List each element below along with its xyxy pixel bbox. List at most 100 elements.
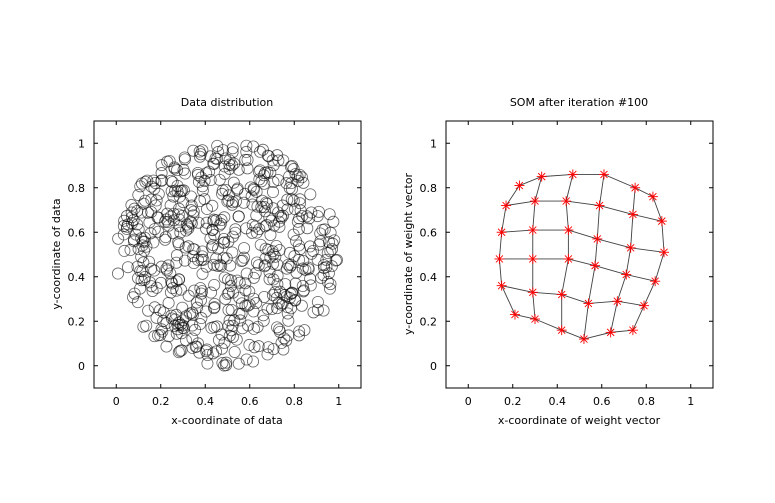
- data-point: [277, 154, 290, 167]
- plot-area-right: [445, 120, 714, 389]
- data-point: [320, 260, 333, 273]
- som-neuron: [496, 227, 507, 238]
- data-point: [218, 167, 231, 180]
- data-point: [266, 289, 279, 302]
- data-point: [281, 301, 294, 314]
- data-point: [157, 306, 170, 319]
- som-neuron: [639, 300, 650, 311]
- som-column-line: [632, 196, 665, 331]
- data-point: [155, 323, 168, 336]
- data-point: [266, 303, 279, 316]
- data-point: [317, 269, 330, 282]
- som-neuron: [556, 289, 567, 300]
- data-point: [207, 302, 220, 315]
- data-point: [238, 242, 251, 255]
- data-point: [228, 345, 241, 358]
- data-point: [194, 318, 207, 331]
- data-point: [226, 286, 239, 299]
- data-point: [312, 205, 325, 218]
- data-point: [235, 255, 248, 268]
- data-point: [222, 286, 235, 299]
- data-point: [254, 145, 267, 158]
- som-neuron: [496, 280, 507, 291]
- som-row-line: [501, 285, 645, 307]
- data-point: [174, 344, 187, 357]
- data-point: [227, 176, 240, 189]
- data-point: [196, 184, 209, 197]
- data-point: [267, 273, 280, 286]
- data-point: [134, 180, 147, 193]
- data-point: [253, 223, 266, 236]
- som-neuron: [563, 253, 574, 264]
- data-point: [220, 356, 233, 369]
- data-point: [145, 205, 158, 218]
- data-point: [185, 204, 198, 217]
- data-point: [264, 228, 277, 241]
- som-neuron: [656, 216, 667, 227]
- data-point: [307, 306, 320, 319]
- data-point: [200, 222, 213, 235]
- data-point: [189, 340, 202, 353]
- data-point: [172, 238, 185, 251]
- data-point: [240, 267, 253, 280]
- data-point: [200, 343, 213, 356]
- data-point: [311, 295, 324, 308]
- data-point: [292, 174, 305, 187]
- data-point: [269, 286, 282, 299]
- data-point: [201, 348, 214, 361]
- data-point: [247, 183, 260, 196]
- data-point: [192, 337, 205, 350]
- data-point: [218, 336, 231, 349]
- data-point: [217, 232, 230, 245]
- som-neuron: [509, 309, 520, 320]
- data-point: [272, 297, 285, 310]
- data-point: [293, 193, 306, 206]
- data-point: [166, 277, 179, 290]
- data-point: [314, 235, 327, 248]
- som-neuron: [501, 200, 512, 211]
- data-point: [117, 219, 130, 232]
- data-point: [162, 330, 175, 343]
- data-point: [206, 224, 219, 237]
- data-point: [135, 232, 148, 245]
- data-point: [222, 189, 235, 202]
- y-tick-label: 0: [430, 360, 437, 373]
- data-point: [232, 210, 245, 223]
- data-point: [232, 163, 245, 176]
- som-column-line: [583, 174, 605, 340]
- data-point: [176, 319, 189, 332]
- y-tick-label: 0.8: [420, 182, 438, 195]
- data-point: [215, 260, 228, 273]
- som-neuron: [598, 169, 609, 180]
- data-point: [126, 291, 139, 304]
- data-point: [176, 301, 189, 314]
- data-points: [111, 139, 343, 372]
- data-point: [186, 319, 199, 332]
- data-point: [311, 210, 324, 223]
- som-neuron: [592, 233, 603, 244]
- data-point: [137, 256, 150, 269]
- panel-som: SOM after iteration #100 0 0.2 0.4 0.6 0.8 10…: [402, 96, 714, 427]
- data-point: [170, 256, 183, 269]
- data-point: [200, 216, 213, 229]
- som-neuron: [536, 171, 547, 182]
- data-point: [162, 259, 175, 272]
- data-point: [226, 142, 239, 155]
- data-point: [200, 167, 213, 180]
- data-point: [230, 333, 243, 346]
- data-point: [293, 325, 306, 338]
- data-point: [164, 267, 177, 280]
- data-point: [219, 152, 232, 165]
- data-point: [152, 187, 165, 200]
- data-point: [261, 348, 274, 361]
- data-point: [327, 215, 340, 228]
- som-neuron: [630, 182, 641, 193]
- data-point: [295, 171, 308, 184]
- data-point: [296, 262, 309, 275]
- data-point: [303, 212, 316, 225]
- data-point: [150, 281, 163, 294]
- data-point: [305, 206, 318, 219]
- y-tick-label: 0: [78, 360, 85, 373]
- data-point: [266, 186, 279, 199]
- data-point: [216, 187, 229, 200]
